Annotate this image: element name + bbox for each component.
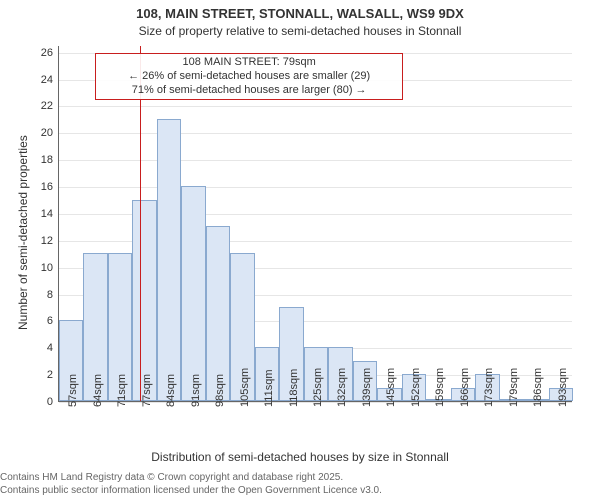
x-tick-label: 145sqm	[385, 368, 397, 407]
x-tick-label: 132sqm	[336, 368, 348, 407]
y-tick-label: 26	[41, 47, 53, 59]
y-tick-label: 12	[41, 235, 53, 247]
y-tick-label: 6	[47, 315, 53, 327]
plot-area: 0246810121416182022242657sqm64sqm71sqm77…	[58, 46, 572, 402]
y-tick-label: 2	[47, 369, 53, 381]
gridline	[59, 133, 572, 134]
x-tick-label: 125sqm	[312, 368, 324, 407]
attribution-line1: Contains HM Land Registry data © Crown c…	[0, 472, 600, 485]
x-tick-label: 57sqm	[67, 374, 79, 407]
gridline	[59, 160, 572, 161]
annotation-line: ← 26% of semi-detached houses are smalle…	[102, 70, 396, 84]
chart-title: 108, MAIN STREET, STONNALL, WALSALL, WS9…	[0, 6, 600, 21]
annotation-line: 71% of semi-detached houses are larger (…	[102, 84, 396, 98]
annotation-line: 108 MAIN STREET: 79sqm	[102, 56, 396, 70]
y-tick-label: 18	[41, 154, 53, 166]
x-tick-label: 71sqm	[116, 374, 128, 407]
x-axis-label: Distribution of semi-detached houses by …	[0, 450, 600, 464]
y-tick-label: 10	[41, 262, 53, 274]
annotation-box: 108 MAIN STREET: 79sqm← 26% of semi-deta…	[95, 53, 403, 100]
gridline	[59, 106, 572, 107]
y-tick-label: 20	[41, 127, 53, 139]
y-tick-label: 14	[41, 208, 53, 220]
x-tick-label: 193sqm	[557, 368, 569, 407]
x-tick-label: 173sqm	[483, 368, 495, 407]
y-tick-label: 8	[47, 289, 53, 301]
attribution-text: Contains HM Land Registry data © Crown c…	[0, 472, 600, 497]
y-tick-label: 22	[41, 100, 53, 112]
x-tick-label: 186sqm	[532, 368, 544, 407]
x-tick-label: 77sqm	[141, 374, 153, 407]
x-tick-label: 105sqm	[239, 368, 251, 407]
x-tick-label: 98sqm	[214, 374, 226, 407]
chart-subtitle: Size of property relative to semi-detach…	[0, 24, 600, 38]
x-tick-label: 139sqm	[361, 368, 373, 407]
y-tick-label: 0	[47, 396, 53, 408]
histogram-bar	[157, 119, 181, 401]
x-tick-label: 118sqm	[288, 369, 300, 407]
y-tick-label: 24	[41, 74, 53, 86]
x-tick-label: 111sqm	[263, 369, 275, 407]
attribution-line2: Contains public sector information licen…	[0, 485, 600, 498]
x-tick-label: 159sqm	[434, 368, 446, 407]
gridline	[59, 187, 572, 188]
x-tick-label: 152sqm	[410, 368, 422, 407]
x-tick-label: 64sqm	[92, 374, 104, 407]
histogram-bar	[181, 186, 205, 401]
y-tick-label: 4	[47, 342, 53, 354]
x-tick-label: 91sqm	[190, 374, 202, 407]
y-axis-label: Number of semi-detached properties	[16, 135, 30, 330]
x-tick-label: 179sqm	[508, 368, 520, 407]
y-tick-label: 16	[41, 181, 53, 193]
histogram-bar	[132, 200, 156, 402]
chart-container: 108, MAIN STREET, STONNALL, WALSALL, WS9…	[0, 0, 600, 500]
x-tick-label: 166sqm	[459, 368, 471, 407]
x-tick-label: 84sqm	[165, 374, 177, 407]
